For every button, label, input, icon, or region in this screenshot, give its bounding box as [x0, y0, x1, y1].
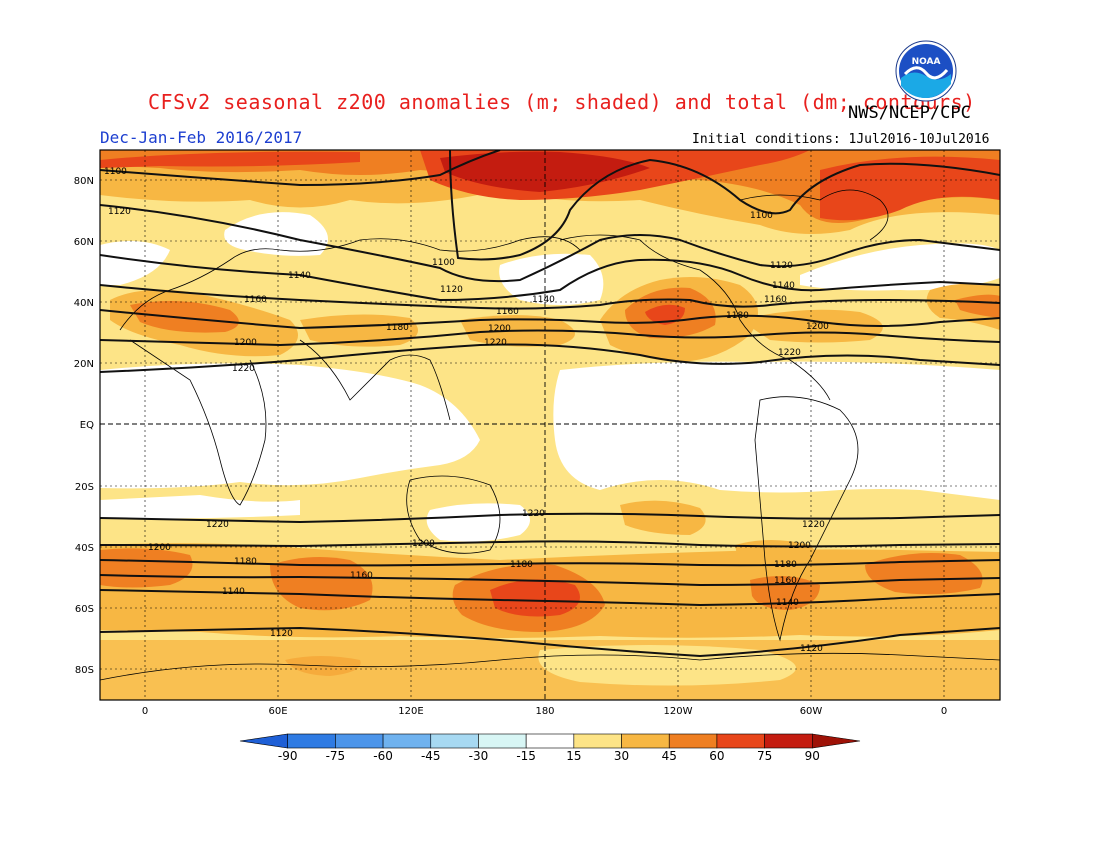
contour-label: 1180: [510, 560, 533, 570]
lon-label: 60W: [800, 706, 823, 717]
contour-label: 1160: [774, 576, 797, 586]
colorbar-tick-label: -75: [326, 749, 346, 763]
lat-label: 40N: [74, 298, 94, 309]
colorbar: -90 -75 -60 -45 -30 -15 15 30 45 60 75 90: [239, 733, 861, 763]
contour-label: 1100: [104, 167, 127, 177]
lat-label: 60S: [75, 604, 94, 615]
contour-label: 1100: [432, 258, 455, 268]
contour-label: 1180: [386, 323, 409, 333]
colorbar-tick-label: 60: [709, 749, 724, 763]
lat-label: EQ: [80, 420, 94, 431]
colorbar-tick-label: 75: [757, 749, 772, 763]
contour-label: 1160: [350, 571, 373, 581]
colorbar-swatch: [764, 733, 813, 749]
contour-label: 1140: [288, 271, 311, 281]
colorbar-swatch: [478, 733, 527, 749]
contour-label: 1200: [148, 543, 171, 553]
latitude-axis: 80N 60N 40N 20N EQ 20S 40S 60S 80S: [74, 176, 94, 676]
contour-label: 1120: [800, 644, 823, 654]
contour-label: 1220: [484, 338, 507, 348]
contour-label: 1100: [750, 211, 773, 221]
lat-label: 80N: [74, 176, 94, 187]
contour-label-set: 1100 1120 1140 1160 1180 1200 1220 1100 …: [104, 167, 829, 654]
contour-label: 1160: [764, 295, 787, 305]
contour-label: 1220: [206, 520, 229, 530]
colorbar-tick-label: -90: [278, 749, 298, 763]
colorbar-swatch: [812, 733, 861, 749]
colorbar-tick-label: -30: [469, 749, 489, 763]
contour-label: 1200: [234, 338, 257, 348]
contour-label: 1140: [776, 598, 799, 608]
shaded-anomalies: [100, 150, 1000, 700]
lon-label: 60E: [268, 706, 287, 717]
contour-label: 1220: [802, 520, 825, 530]
colorbar-tick-label: 30: [614, 749, 629, 763]
contour-label: 1180: [234, 557, 257, 567]
noaa-logo-icon: NOAA: [895, 40, 957, 102]
colorbar-swatch: [525, 733, 575, 749]
contour-label: 1140: [222, 587, 245, 597]
contour-label: 1200: [788, 541, 811, 551]
contour-label: 1160: [496, 307, 519, 317]
lat-label: 20S: [75, 482, 94, 493]
graticule: [100, 150, 1000, 700]
contour-label: 1220: [232, 364, 255, 374]
contour-label: 1140: [772, 281, 795, 291]
contour-label: 1120: [270, 629, 293, 639]
lat-label: 60N: [74, 237, 94, 248]
contour-label: 1160: [244, 295, 267, 305]
longitude-axis: 0 60E 120E 180 120W 60W 0: [142, 706, 947, 717]
contour-label: 1180: [774, 560, 797, 570]
colorbar-swatch: [287, 733, 336, 749]
contour-label: 1140: [532, 295, 555, 305]
contour-label: 1120: [108, 207, 131, 217]
coastlines: [100, 189, 1000, 681]
lat-label: 80S: [75, 665, 94, 676]
colorbar-swatch: [239, 733, 288, 749]
colorbar-tick-label: -45: [421, 749, 441, 763]
map-title: CFSv2 seasonal z200 anomalies (m; shaded…: [148, 90, 976, 114]
lat-label: 20N: [74, 359, 94, 370]
logo-text: NOAA: [912, 57, 941, 67]
contour-label: 1220: [778, 348, 801, 358]
colorbar-tick-label: 45: [662, 749, 677, 763]
lat-label: 40S: [75, 543, 94, 554]
colorbar-tick-label: -60: [373, 749, 393, 763]
colorbar-tick-label: 15: [566, 749, 581, 763]
contour-label: 1120: [770, 261, 793, 271]
lon-label: 0: [941, 706, 947, 717]
colorbar-tick-label: -15: [516, 749, 536, 763]
contour-label: 1180: [726, 311, 749, 321]
lon-label: 120E: [398, 706, 423, 717]
colorbar-swatch: [335, 733, 384, 749]
colorbar-swatch: [668, 733, 718, 749]
lon-label: 180: [535, 706, 554, 717]
contour-label: 1200: [806, 322, 829, 332]
map-frame: [99, 149, 1001, 701]
contour-label: 1200: [412, 539, 435, 549]
colorbar-tick-label: 90: [805, 749, 820, 763]
height-contours: [100, 150, 1000, 658]
contour-label: 1200: [488, 324, 511, 334]
colorbar-swatch: [382, 733, 432, 749]
forecast-period: Dec-Jan-Feb 2016/2017: [100, 128, 303, 147]
agency-label: NWS/NCEP/CPC: [848, 103, 971, 123]
lon-label: 0: [142, 706, 148, 717]
colorbar-swatch: [621, 733, 670, 749]
colorbar-swatch: [716, 733, 765, 749]
lon-label: 120W: [664, 706, 693, 717]
colorbar-swatch: [573, 733, 622, 749]
initial-conditions: Initial conditions: 1Jul2016-10Jul2016: [692, 132, 990, 147]
contour-label: 1220: [522, 509, 545, 519]
contour-label: 1120: [440, 285, 463, 295]
colorbar-swatch: [430, 733, 479, 749]
